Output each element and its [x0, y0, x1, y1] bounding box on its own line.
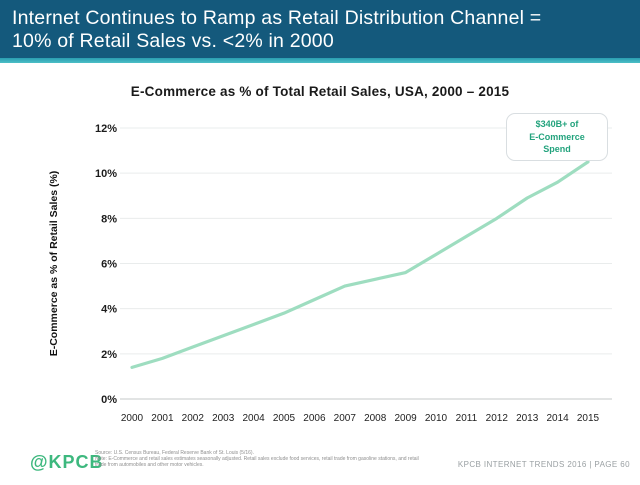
slide-title-line1: Internet Continues to Ramp as Retail Dis… [12, 7, 542, 29]
svg-text:6%: 6% [101, 259, 117, 271]
svg-text:2006: 2006 [303, 413, 326, 424]
kpcb-logo: @KPCB [30, 452, 104, 472]
svg-text:2003: 2003 [212, 413, 235, 424]
slide-title-line2: 10% of Retail Sales vs. <2% in 2000 [12, 30, 334, 52]
svg-text:8%: 8% [101, 213, 117, 225]
svg-text:2%: 2% [101, 349, 117, 361]
source-note-line2: Note: E-Commerce and retail sales estima… [95, 456, 419, 468]
svg-text:2009: 2009 [394, 413, 417, 424]
svg-text:2008: 2008 [364, 413, 387, 424]
svg-text:12%: 12% [95, 123, 117, 135]
callout-line2: E-Commerce [529, 131, 585, 142]
svg-text:2010: 2010 [425, 413, 448, 424]
svg-text:0%: 0% [101, 394, 117, 406]
svg-text:2015: 2015 [577, 413, 600, 424]
svg-text:4%: 4% [101, 304, 117, 316]
svg-text:2012: 2012 [486, 413, 509, 424]
ecommerce-spend-callout: $340B+ of E-Commerce Spend [506, 113, 608, 161]
svg-text:2013: 2013 [516, 413, 539, 424]
svg-text:2011: 2011 [456, 413, 478, 424]
svg-text:E-Commerce as % of Retail Sale: E-Commerce as % of Retail Sales (%) [48, 171, 60, 357]
svg-text:2001: 2001 [151, 413, 174, 424]
callout-line1: $340B+ of [535, 119, 579, 129]
ecommerce-line-chart: 0% 2% 4% 6% 8% 10% 12% 2000 2001 2002 2003 2004 2005… [48, 123, 612, 424]
chart-title: E-Commerce as % of Total Retail Sales, U… [130, 84, 510, 99]
svg-text:2014: 2014 [546, 413, 569, 424]
svg-text:2000: 2000 [121, 413, 144, 424]
svg-text:2005: 2005 [273, 413, 296, 424]
slide-title: Internet Continues to Ramp as Retail Dis… [0, 0, 640, 58]
source-note-line1: Source: U.S. Census Bureau, Federal Rese… [95, 450, 254, 456]
svg-text:2004: 2004 [242, 413, 265, 424]
svg-text:2007: 2007 [334, 413, 357, 424]
source-note: Source: U.S. Census Bureau, Federal Rese… [95, 450, 425, 468]
branding-text: KPCB INTERNET TRENDS 2016 | PAGE 60 [457, 460, 630, 469]
accent-divider [0, 58, 640, 63]
svg-text:2002: 2002 [182, 413, 205, 424]
callout-line3: Spend [543, 144, 571, 154]
svg-text:10%: 10% [95, 168, 117, 180]
